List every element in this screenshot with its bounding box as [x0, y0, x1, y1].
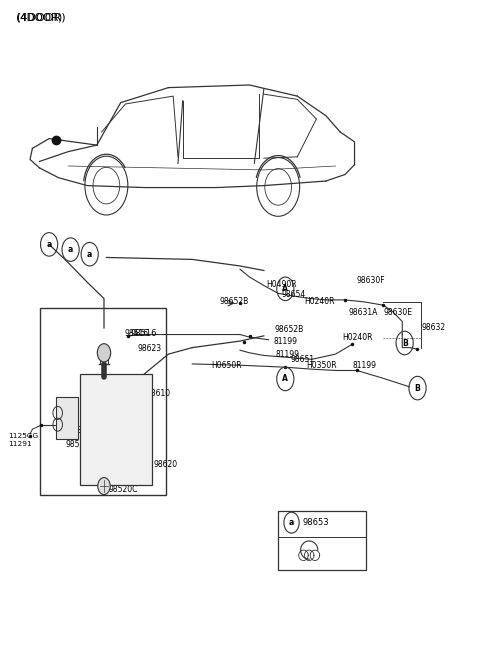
Bar: [39, 308, 166, 495]
Text: 98520C: 98520C: [109, 485, 138, 494]
Text: 98620: 98620: [153, 460, 177, 469]
Bar: [56, 397, 78, 439]
Text: 98610: 98610: [147, 389, 171, 398]
Text: A: A: [282, 284, 288, 293]
Bar: [278, 511, 366, 569]
Text: H0350R: H0350R: [306, 361, 336, 370]
Text: 98630E: 98630E: [383, 308, 412, 317]
FancyBboxPatch shape: [80, 374, 152, 485]
Text: 98651: 98651: [290, 355, 314, 364]
Text: 98654: 98654: [282, 289, 306, 298]
Text: H0790R: H0790R: [104, 394, 134, 403]
Circle shape: [98, 478, 110, 495]
Text: 11291: 11291: [9, 441, 32, 447]
Text: 98652B: 98652B: [275, 325, 304, 334]
Text: B: B: [415, 384, 420, 392]
Text: A: A: [282, 375, 288, 384]
Text: B: B: [402, 338, 408, 348]
Text: 81199: 81199: [276, 350, 300, 359]
Text: 98516: 98516: [124, 329, 149, 338]
Text: H0240R: H0240R: [343, 333, 373, 342]
Text: a: a: [68, 245, 73, 254]
Text: 98515A: 98515A: [66, 440, 95, 449]
Text: 1125GG: 1125GG: [9, 434, 39, 440]
Bar: [278, 537, 366, 569]
Text: H0490R: H0490R: [266, 279, 297, 289]
Text: (4DOOR): (4DOOR): [16, 12, 62, 23]
Text: H0650R: H0650R: [211, 361, 242, 370]
Text: 98510A: 98510A: [72, 426, 101, 435]
Text: a: a: [289, 518, 294, 527]
Text: 98630F: 98630F: [357, 276, 385, 285]
Text: 98631A: 98631A: [349, 308, 378, 317]
Text: a: a: [47, 240, 52, 249]
Text: 98652B: 98652B: [220, 297, 249, 306]
Text: 98516: 98516: [130, 329, 157, 338]
Text: a: a: [87, 250, 92, 258]
Text: 98632: 98632: [421, 323, 445, 333]
Text: 98653: 98653: [303, 518, 330, 527]
Text: 98622: 98622: [97, 474, 121, 483]
Text: H0240R: H0240R: [304, 297, 335, 306]
Text: 81199: 81199: [274, 337, 298, 346]
Text: 81199: 81199: [352, 361, 376, 370]
Text: (4DOOR): (4DOOR): [16, 12, 65, 23]
Text: 98623: 98623: [137, 344, 162, 354]
Circle shape: [97, 344, 111, 362]
